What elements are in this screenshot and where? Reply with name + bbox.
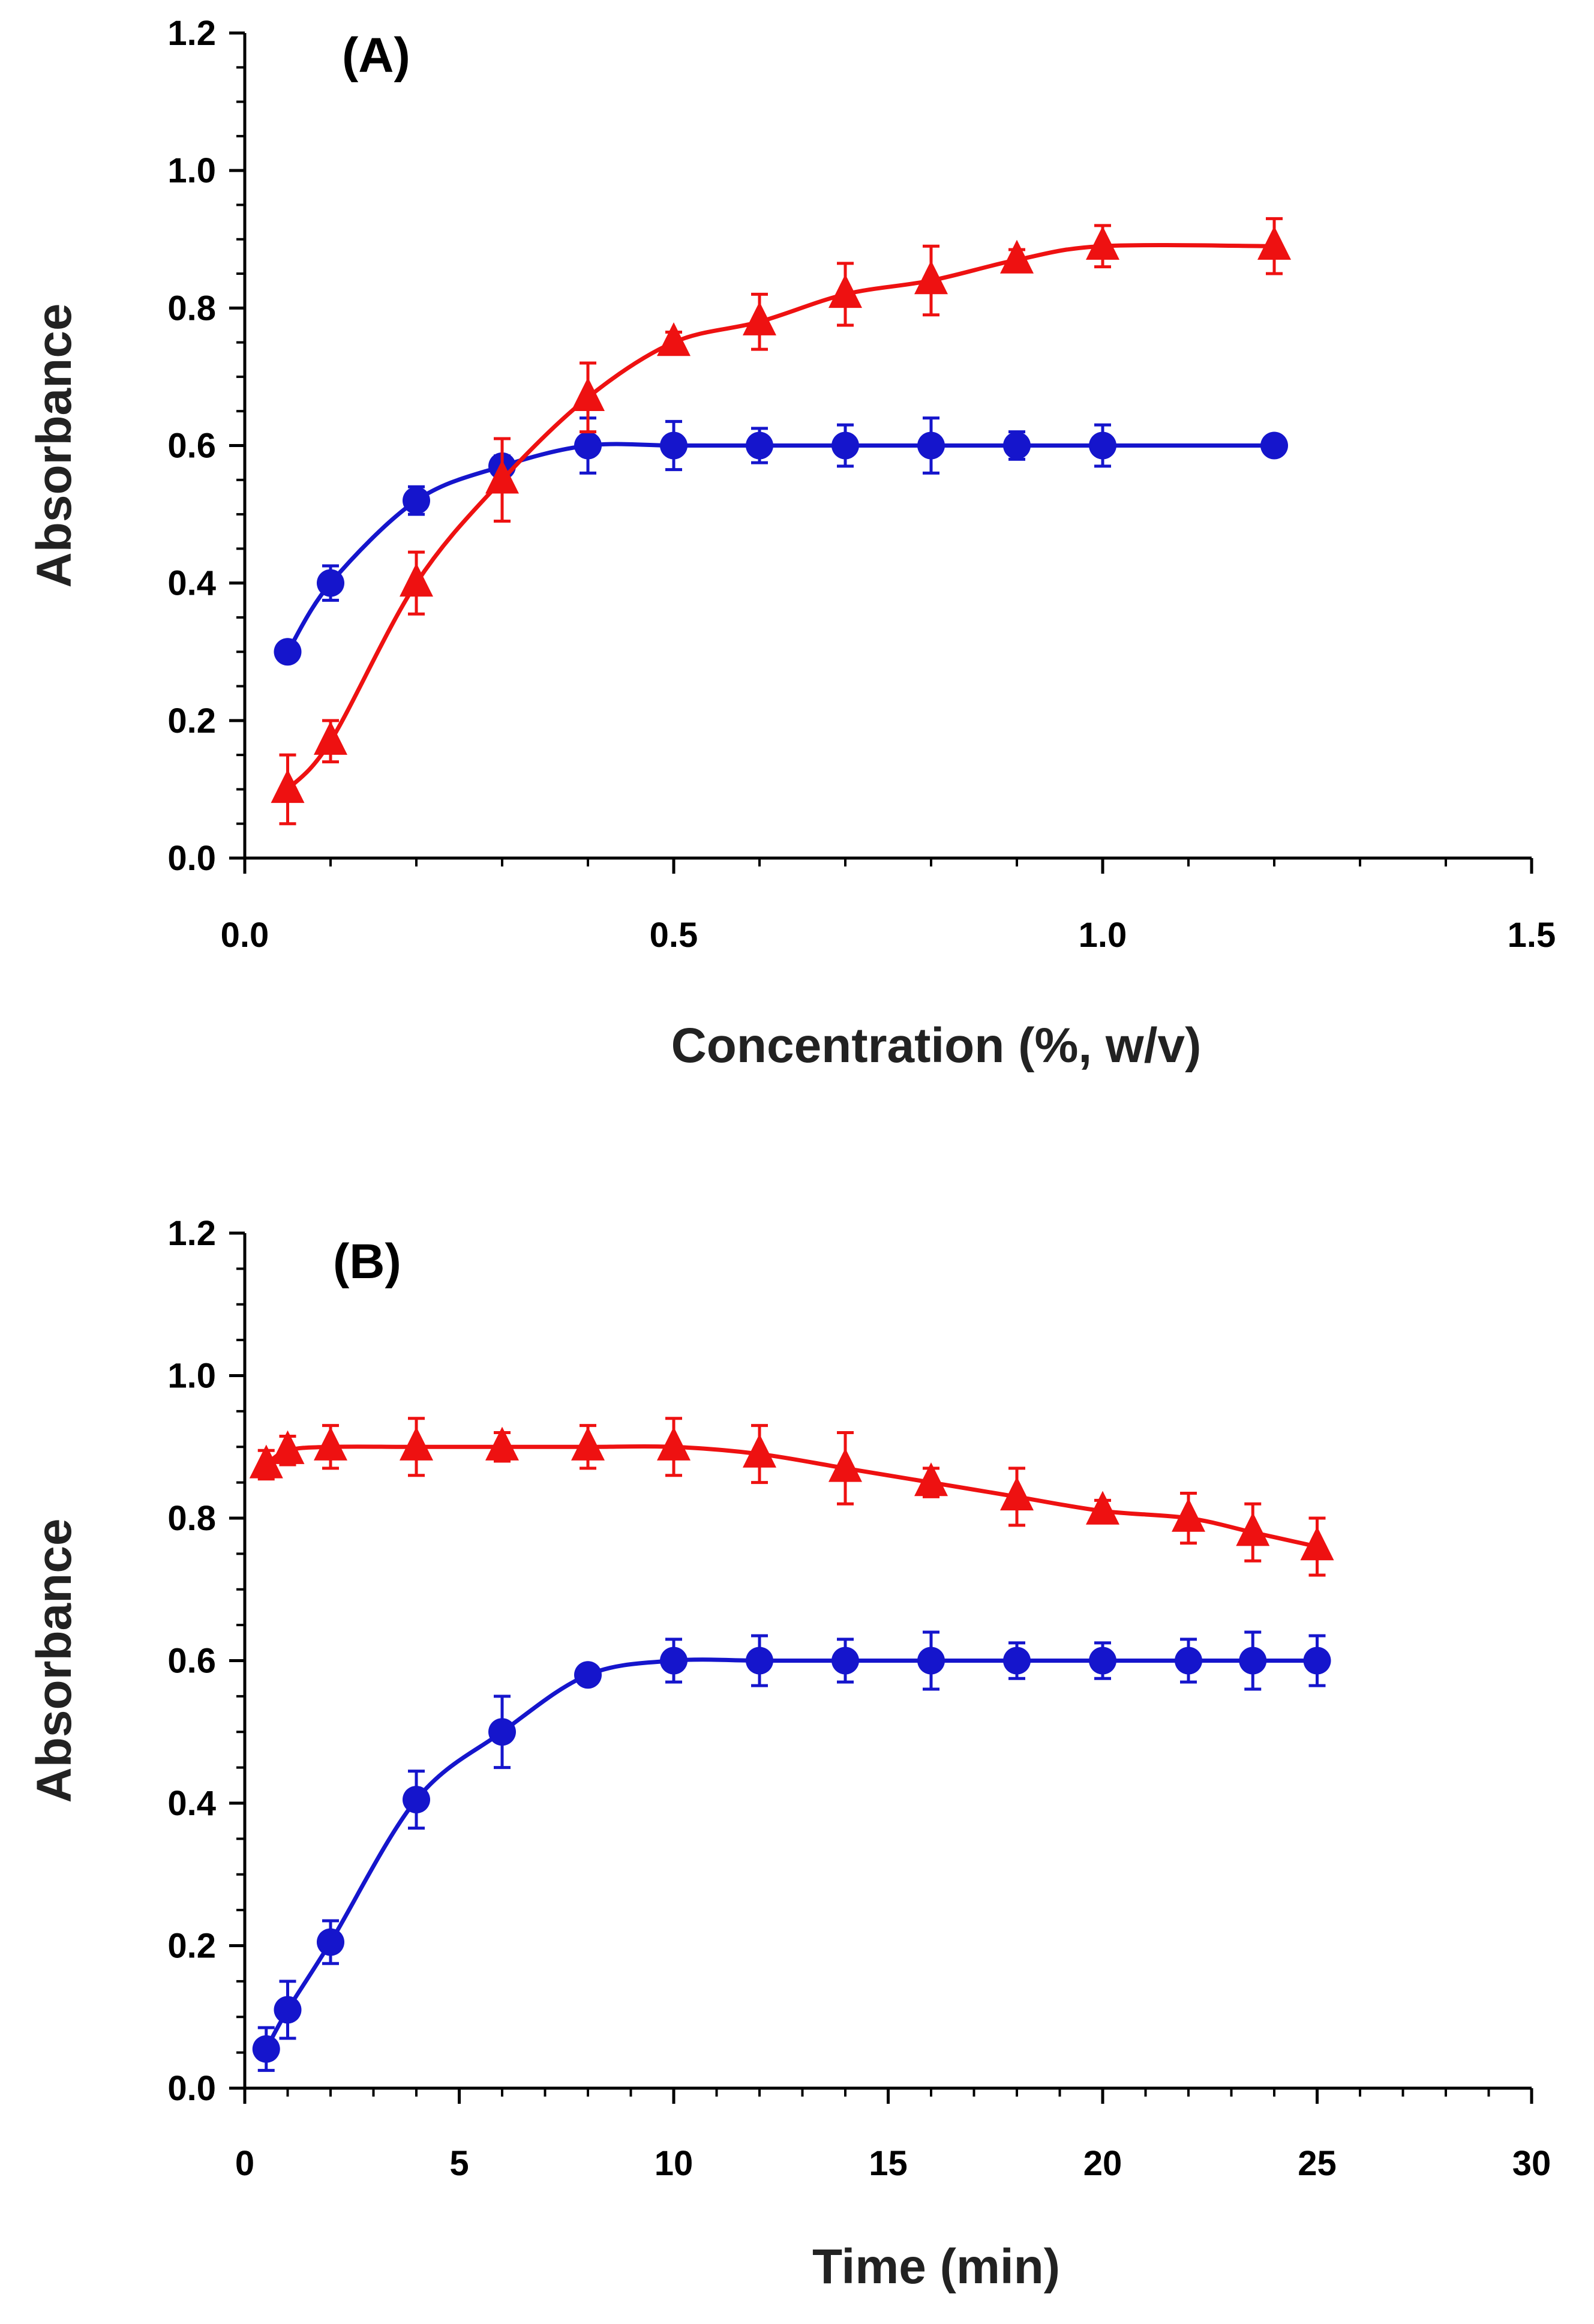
panel-a-triangle-series-line bbox=[286, 243, 1275, 791]
panel-a-y-axis-title: Absorbance bbox=[27, 304, 82, 588]
panel-b-x-tick-label: 25 bbox=[1298, 2144, 1337, 2183]
panel-a-triangle-series-point bbox=[828, 274, 862, 308]
panel-b-x-tick-label: 0 bbox=[235, 2144, 254, 2183]
panel-b-label: (B) bbox=[333, 1234, 401, 1289]
panel-b-x-tick-label: 20 bbox=[1083, 2144, 1122, 2183]
panel-b-circle-series-point bbox=[831, 1647, 859, 1675]
panel-a-triangle-series-point bbox=[271, 769, 305, 803]
panel-b-triangle-series-point bbox=[828, 1448, 862, 1482]
panel-b-y-axis-title: Absorbance bbox=[27, 1519, 82, 1803]
panel-a-chart: 0.0 0.2 0.4 0.6 0.8 1.0 1.2 0.0 0.5 1.0 1.5 Concent… bbox=[27, 14, 1556, 1073]
panel-a-label: (A) bbox=[342, 28, 410, 83]
panel-a-circle-series-point bbox=[746, 431, 773, 460]
panel-b-triangle-series-point bbox=[485, 1426, 519, 1461]
panel-a-y-tick-label: 0.6 bbox=[167, 427, 216, 466]
panel-a-y-tick-label: 0.4 bbox=[167, 564, 216, 603]
panel-a-circle-series-point bbox=[574, 431, 602, 460]
panel-b-triangle-series-point bbox=[314, 1426, 347, 1461]
panel-b-circle-series-point bbox=[1303, 1647, 1331, 1675]
panel-b-y-tick-label: 0.6 bbox=[167, 1642, 216, 1681]
panel-b-x-tick-label: 30 bbox=[1512, 2144, 1551, 2183]
panel-a-circle-series-point bbox=[831, 431, 859, 460]
panel-a-circle-series-point bbox=[660, 431, 688, 460]
panel-a-circle-series-line bbox=[286, 442, 1274, 653]
panel-a-triangle-series-point bbox=[485, 460, 519, 494]
panel-b-triangle-series-point bbox=[1236, 1512, 1270, 1546]
panel-a-y-tick-label: 1.0 bbox=[167, 151, 216, 190]
panel-a-triangle-series-point bbox=[1257, 226, 1291, 260]
panel-a-triangle-series-point bbox=[657, 322, 691, 356]
panel-b-y-tick-label: 0.2 bbox=[167, 1927, 216, 1966]
panel-b-circle-series-point bbox=[660, 1647, 688, 1675]
panel-a-y-tick-label: 1.2 bbox=[167, 14, 216, 53]
panel-a-triangle-series-point bbox=[571, 377, 605, 411]
panel-b-circle-series-point bbox=[574, 1661, 602, 1689]
panel-b-y-tick-label: 1.2 bbox=[167, 1214, 216, 1253]
panel-a-circle-series-point bbox=[317, 569, 344, 597]
panel-b-triangle-series-point bbox=[1300, 1527, 1334, 1561]
panel-a-triangle-series-point bbox=[1000, 239, 1034, 274]
panel-b-triangle-series-point bbox=[571, 1426, 605, 1461]
panel-b-circle-series-point bbox=[1089, 1647, 1116, 1675]
panel-b-triangle-series-point bbox=[1172, 1498, 1205, 1532]
panel-b-triangle-series-point bbox=[1086, 1491, 1119, 1525]
panel-b-triangle-series-point bbox=[271, 1430, 305, 1464]
panel-b-circle-series-point bbox=[746, 1647, 773, 1675]
panel-b-circle-series-point bbox=[917, 1647, 945, 1675]
panel-b-y-tick-label: 0.0 bbox=[167, 2069, 216, 2108]
panel-a-circle-series-point bbox=[1089, 431, 1116, 460]
panel-a-triangle-series-point bbox=[914, 260, 948, 295]
panel-a-triangle-series-point bbox=[314, 721, 347, 755]
panel-b-circle-series-point bbox=[317, 1928, 344, 1956]
panel-b-triangle-series-point bbox=[914, 1462, 948, 1497]
panel-b-y-tick-label: 0.4 bbox=[167, 1784, 216, 1823]
panel-a-x-tick-label: 1.5 bbox=[1508, 916, 1556, 955]
panel-a-x-tick-label: 1.0 bbox=[1079, 916, 1127, 955]
panel-a-circle-series-point bbox=[1260, 431, 1288, 460]
panel-b-circle-series-line bbox=[264, 1657, 1317, 2050]
panel-b-x-tick-label: 10 bbox=[655, 2144, 694, 2183]
panel-a-circle-series-point bbox=[403, 487, 430, 515]
panel-a-x-tick-label: 0.5 bbox=[650, 916, 698, 955]
panel-b-triangle-series-line bbox=[265, 1444, 1318, 1549]
panel-b-triangle-series-point bbox=[1000, 1476, 1034, 1511]
panel-a-triangle-series-point bbox=[743, 301, 776, 335]
panel-a-x-axis-title: Concentration (%, w/v) bbox=[671, 1018, 1202, 1073]
panel-b-triangle-series-point bbox=[657, 1426, 691, 1461]
panel-b-circle-series-point bbox=[1175, 1647, 1202, 1675]
panel-a-triangle-series-point bbox=[1086, 226, 1119, 260]
panel-a-y-tick-label: 0.0 bbox=[167, 839, 216, 878]
panel-a-triangle-series-point bbox=[400, 563, 433, 597]
panel-b-circle-series-point bbox=[252, 2035, 280, 2063]
panel-a-y-tick-label: 0.8 bbox=[167, 289, 216, 328]
panel-b-triangle-series-point bbox=[400, 1426, 433, 1461]
panel-b-y-tick-label: 1.0 bbox=[167, 1357, 216, 1396]
panel-b-x-axis-title: Time (min) bbox=[812, 2239, 1060, 2294]
panel-b-circle-series-point bbox=[403, 1786, 430, 1814]
panel-a-y-tick-label: 0.2 bbox=[167, 701, 216, 740]
panel-b-circle-series-point bbox=[1003, 1647, 1031, 1675]
panel-b-circle-series-point bbox=[488, 1718, 516, 1746]
panel-b-circle-series-point bbox=[1239, 1647, 1267, 1675]
panel-b-chart: 0.0 0.2 0.4 0.6 0.8 1.0 1.2 0 5 10 15 20 25 30 Time (m… bbox=[27, 1214, 1551, 2294]
panel-a-circle-series-point bbox=[917, 431, 945, 460]
panel-b-triangle-series-point bbox=[743, 1434, 776, 1468]
panel-a-circle-series-point bbox=[1003, 431, 1031, 460]
panel-a-x-tick-label: 0.0 bbox=[221, 916, 269, 955]
panel-b-circle-series-point bbox=[274, 1996, 302, 2024]
panel-b-x-tick-label: 5 bbox=[449, 2144, 469, 2183]
panel-b-y-tick-label: 0.8 bbox=[167, 1499, 216, 1538]
panel-b-x-tick-label: 15 bbox=[869, 2144, 908, 2183]
panel-b-triangle-series-point bbox=[249, 1444, 283, 1479]
panel-a-circle-series-point bbox=[274, 638, 302, 666]
